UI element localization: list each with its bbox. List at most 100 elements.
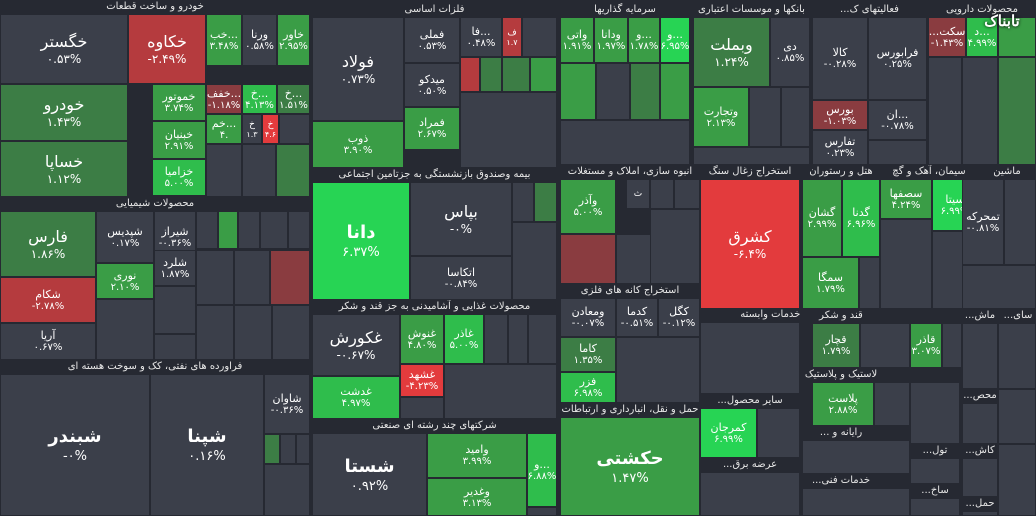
stock-tile[interactable] bbox=[234, 305, 272, 360]
stock-tile[interactable] bbox=[868, 140, 927, 165]
stock-tile[interactable]: حکشتی ۱.۴۷% bbox=[560, 417, 700, 516]
stock-tile[interactable]: غنوش ۴.۸۰% bbox=[400, 314, 444, 364]
stock-tile[interactable]: خگستر ۰.۵۳% bbox=[0, 14, 128, 84]
stock-tile[interactable]: خ... ۴.۱۳% bbox=[242, 84, 277, 114]
stock-tile[interactable] bbox=[962, 265, 1036, 309]
stock-tile[interactable] bbox=[502, 57, 530, 92]
stock-tile[interactable]: اتکاسا -۰.۸۴% bbox=[410, 256, 512, 300]
stock-tile[interactable]: میدکو ۰.۵۰% bbox=[404, 63, 460, 107]
stock-tile[interactable]: د... ۴.۹۹% bbox=[966, 17, 998, 57]
stock-tile[interactable]: فزر ۶.۹۸% bbox=[560, 372, 616, 403]
stock-tile[interactable]: شپنا ۰.۱۶% bbox=[150, 374, 264, 516]
stock-tile[interactable] bbox=[859, 257, 880, 309]
stock-tile[interactable] bbox=[596, 63, 630, 120]
stock-tile[interactable]: خ... ۱.۵۱% bbox=[277, 84, 310, 114]
stock-tile[interactable] bbox=[288, 211, 310, 249]
stock-tile[interactable]: خاور ۲.۹۵% bbox=[277, 14, 310, 66]
stock-tile[interactable] bbox=[280, 434, 296, 464]
stock-tile[interactable] bbox=[700, 472, 800, 516]
stock-tile[interactable]: خ ۱.۳ bbox=[242, 114, 262, 144]
stock-tile[interactable] bbox=[270, 250, 310, 305]
stock-tile[interactable]: شپدیس ۰.۱۷% bbox=[96, 211, 154, 263]
stock-tile[interactable]: خ ۴.۶ bbox=[262, 114, 279, 144]
stock-tile[interactable]: شستا ۰.۹۲% bbox=[312, 433, 427, 516]
stock-tile[interactable]: بورس -۱.۰۳% bbox=[812, 100, 868, 130]
stock-tile[interactable]: دانا ۶.۳۷% bbox=[312, 182, 410, 300]
stock-tile[interactable] bbox=[272, 305, 310, 360]
stock-tile[interactable]: شبندر -۰% bbox=[0, 374, 150, 516]
stock-tile[interactable] bbox=[660, 63, 690, 120]
stock-tile[interactable] bbox=[296, 434, 310, 464]
stock-tile[interactable] bbox=[460, 57, 480, 92]
stock-tile[interactable]: خزامیا ۵.۰۰% bbox=[152, 159, 206, 196]
stock-tile[interactable] bbox=[749, 87, 781, 147]
stock-tile[interactable]: ان... -۰.۷۸% bbox=[868, 100, 927, 140]
stock-tile[interactable] bbox=[508, 314, 528, 364]
stock-tile[interactable] bbox=[650, 179, 674, 209]
stock-tile[interactable] bbox=[218, 211, 238, 249]
stock-tile[interactable]: خودرو ۱.۴۳% bbox=[0, 84, 128, 141]
stock-tile[interactable] bbox=[512, 222, 557, 300]
stock-tile[interactable]: فولاد ۰.۷۳% bbox=[312, 17, 404, 121]
stock-tile[interactable] bbox=[480, 57, 502, 92]
stock-tile[interactable]: و... ۱.۷۸% bbox=[628, 17, 660, 63]
stock-tile[interactable] bbox=[460, 92, 557, 168]
stock-tile[interactable]: وبملت ۱.۲۴% bbox=[693, 17, 770, 87]
stock-tile[interactable] bbox=[700, 322, 800, 394]
stock-tile[interactable]: وآذر ۵.۰۰% bbox=[560, 179, 616, 234]
stock-tile[interactable] bbox=[522, 17, 557, 57]
stock-tile[interactable]: نوری ۲.۱۰% bbox=[96, 263, 154, 299]
stock-tile[interactable]: خبنیان ۲.۹۱% bbox=[152, 121, 206, 159]
stock-tile[interactable] bbox=[630, 63, 660, 120]
stock-tile[interactable] bbox=[527, 507, 557, 516]
stock-tile[interactable]: گشان ۲.۹۹% bbox=[802, 179, 842, 257]
stock-tile[interactable]: خکاوه -۲.۴۹% bbox=[128, 14, 206, 84]
stock-tile[interactable] bbox=[910, 458, 960, 484]
stock-tile[interactable] bbox=[650, 209, 700, 284]
stock-tile[interactable]: سصفها ۴.۲۴% bbox=[880, 179, 932, 219]
stock-tile[interactable] bbox=[276, 144, 310, 197]
stock-tile[interactable]: تمحرکه -۰.۸۱% bbox=[962, 179, 1004, 265]
stock-tile[interactable]: کمرجان ۶.۹۹% bbox=[700, 408, 757, 458]
stock-tile[interactable] bbox=[444, 364, 557, 419]
stock-tile[interactable] bbox=[757, 408, 800, 458]
stock-tile[interactable]: فرابورس ۰.۲۵% bbox=[868, 17, 927, 100]
stock-tile[interactable]: وتجارت ۲.۱۳% bbox=[693, 87, 749, 147]
stock-tile[interactable]: ث bbox=[626, 179, 650, 209]
stock-tile[interactable] bbox=[242, 144, 276, 197]
stock-tile[interactable] bbox=[962, 403, 998, 444]
stock-tile[interactable] bbox=[154, 334, 196, 360]
stock-tile[interactable]: غاذر ۵.۰۰% bbox=[444, 314, 484, 364]
stock-tile[interactable]: کشرق -۶.۴% bbox=[700, 179, 800, 309]
stock-tile[interactable]: دی ۰.۸۵% bbox=[770, 17, 810, 87]
stock-tile[interactable]: وامید ۳.۹۹% bbox=[427, 433, 527, 478]
stock-tile[interactable] bbox=[528, 314, 557, 364]
stock-tile[interactable]: خساپا ۱.۱۲% bbox=[0, 141, 128, 197]
stock-tile[interactable] bbox=[962, 511, 998, 516]
stock-tile[interactable]: پلاست ۲.۸۸% bbox=[812, 382, 874, 426]
stock-tile[interactable] bbox=[880, 219, 932, 309]
stock-tile[interactable]: فملی ۰.۵۳% bbox=[404, 17, 460, 63]
stock-tile[interactable] bbox=[962, 57, 998, 165]
stock-tile[interactable] bbox=[781, 87, 810, 147]
stock-tile[interactable]: و... ۶.۸۸% bbox=[527, 433, 557, 507]
stock-tile[interactable] bbox=[530, 57, 557, 92]
stock-tile[interactable]: خفف... -۱.۱۸% bbox=[206, 84, 242, 114]
stock-tile[interactable] bbox=[942, 323, 962, 368]
stock-tile[interactable]: قچار ۱.۷۹% bbox=[812, 323, 860, 368]
stock-tile[interactable]: ذوب ۳.۹۰% bbox=[312, 121, 404, 168]
stock-tile[interactable]: بپاس -۰% bbox=[410, 182, 512, 256]
stock-tile[interactable]: خب... ۳.۴۸% bbox=[206, 14, 242, 66]
stock-tile[interactable] bbox=[616, 337, 700, 403]
stock-tile[interactable] bbox=[910, 498, 960, 516]
stock-tile[interactable]: کالا -۰.۲۸% bbox=[812, 17, 868, 100]
stock-tile[interactable] bbox=[1004, 179, 1036, 265]
stock-tile[interactable]: خموتور ۳.۷۴% bbox=[152, 84, 206, 121]
stock-tile[interactable]: ودانا ۱.۹۷% bbox=[594, 17, 628, 63]
stock-tile[interactable] bbox=[802, 488, 910, 516]
stock-tile[interactable] bbox=[998, 57, 1036, 165]
stock-tile[interactable] bbox=[96, 299, 154, 360]
stock-tile[interactable] bbox=[484, 314, 508, 364]
stock-tile[interactable] bbox=[206, 144, 242, 197]
stock-tile[interactable] bbox=[998, 17, 1036, 57]
